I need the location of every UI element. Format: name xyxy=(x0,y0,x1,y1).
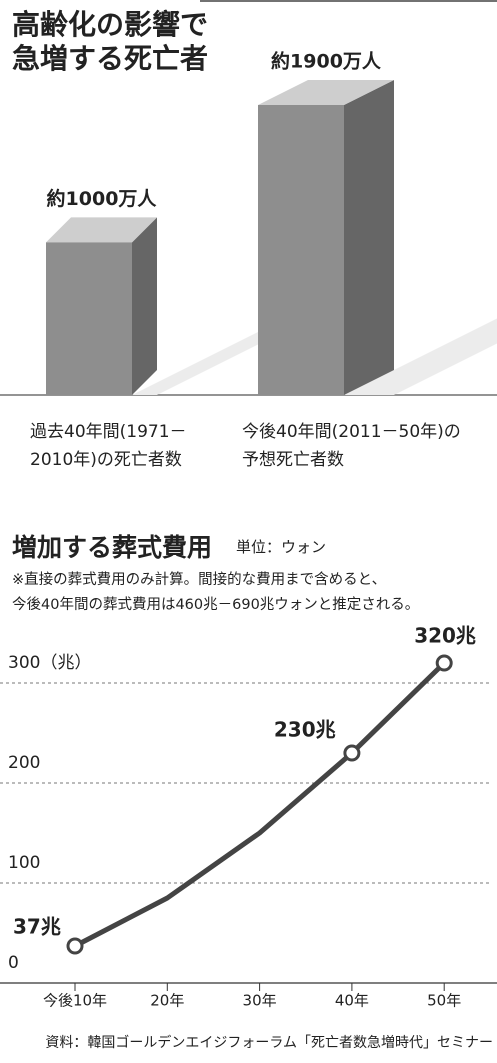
x-tick-label: 50年 xyxy=(427,992,461,1010)
bar-top xyxy=(46,217,157,243)
x-tick-label: 今後10年 xyxy=(43,992,107,1010)
chart-subtitle: 単位：ウォン xyxy=(236,538,327,556)
bar-side xyxy=(344,80,394,395)
value-label: 320兆 xyxy=(414,624,476,648)
marker xyxy=(343,744,361,762)
source: 資料：韓国ゴールデンエイジフォーラム「死亡者数急増時代」セミナー xyxy=(45,1035,493,1051)
value-label: 37兆 xyxy=(13,915,61,939)
value-label: 230兆 xyxy=(274,718,336,742)
y-tick-label: 0 xyxy=(8,953,19,973)
line xyxy=(73,661,446,949)
bar xyxy=(46,242,132,395)
x-tick-label: 40年 xyxy=(335,992,369,1010)
bar-side xyxy=(132,217,157,395)
marker xyxy=(66,937,84,955)
note: ※直接の葬式費用のみ計算。間接的な費用まで含めると、 今後40年間の葬式費用は4… xyxy=(12,572,420,613)
chart-title: 高齢化の影響で 急増する死亡者 xyxy=(12,8,209,75)
value-label: 約1000万人 xyxy=(47,187,158,210)
x-tick-label: 20年 xyxy=(150,992,184,1010)
y-tick-label: 300（兆） xyxy=(8,653,91,673)
x-tick-label: 30年 xyxy=(243,992,277,1010)
bar-top xyxy=(258,80,394,105)
bar xyxy=(258,105,344,395)
chart-title: 増加する葬式費用 xyxy=(12,533,213,562)
marker xyxy=(435,654,453,672)
value-label: 約1900万人 xyxy=(271,50,382,73)
x-tick-label: 過去40年間(1971－ 2010年)の死亡者数 xyxy=(30,422,187,470)
y-tick-label: 100 xyxy=(8,853,40,873)
x-tick-label: 今後40年間(2011－50年)の 予想死亡者数 xyxy=(242,422,461,470)
y-tick-label: 200 xyxy=(8,753,40,773)
